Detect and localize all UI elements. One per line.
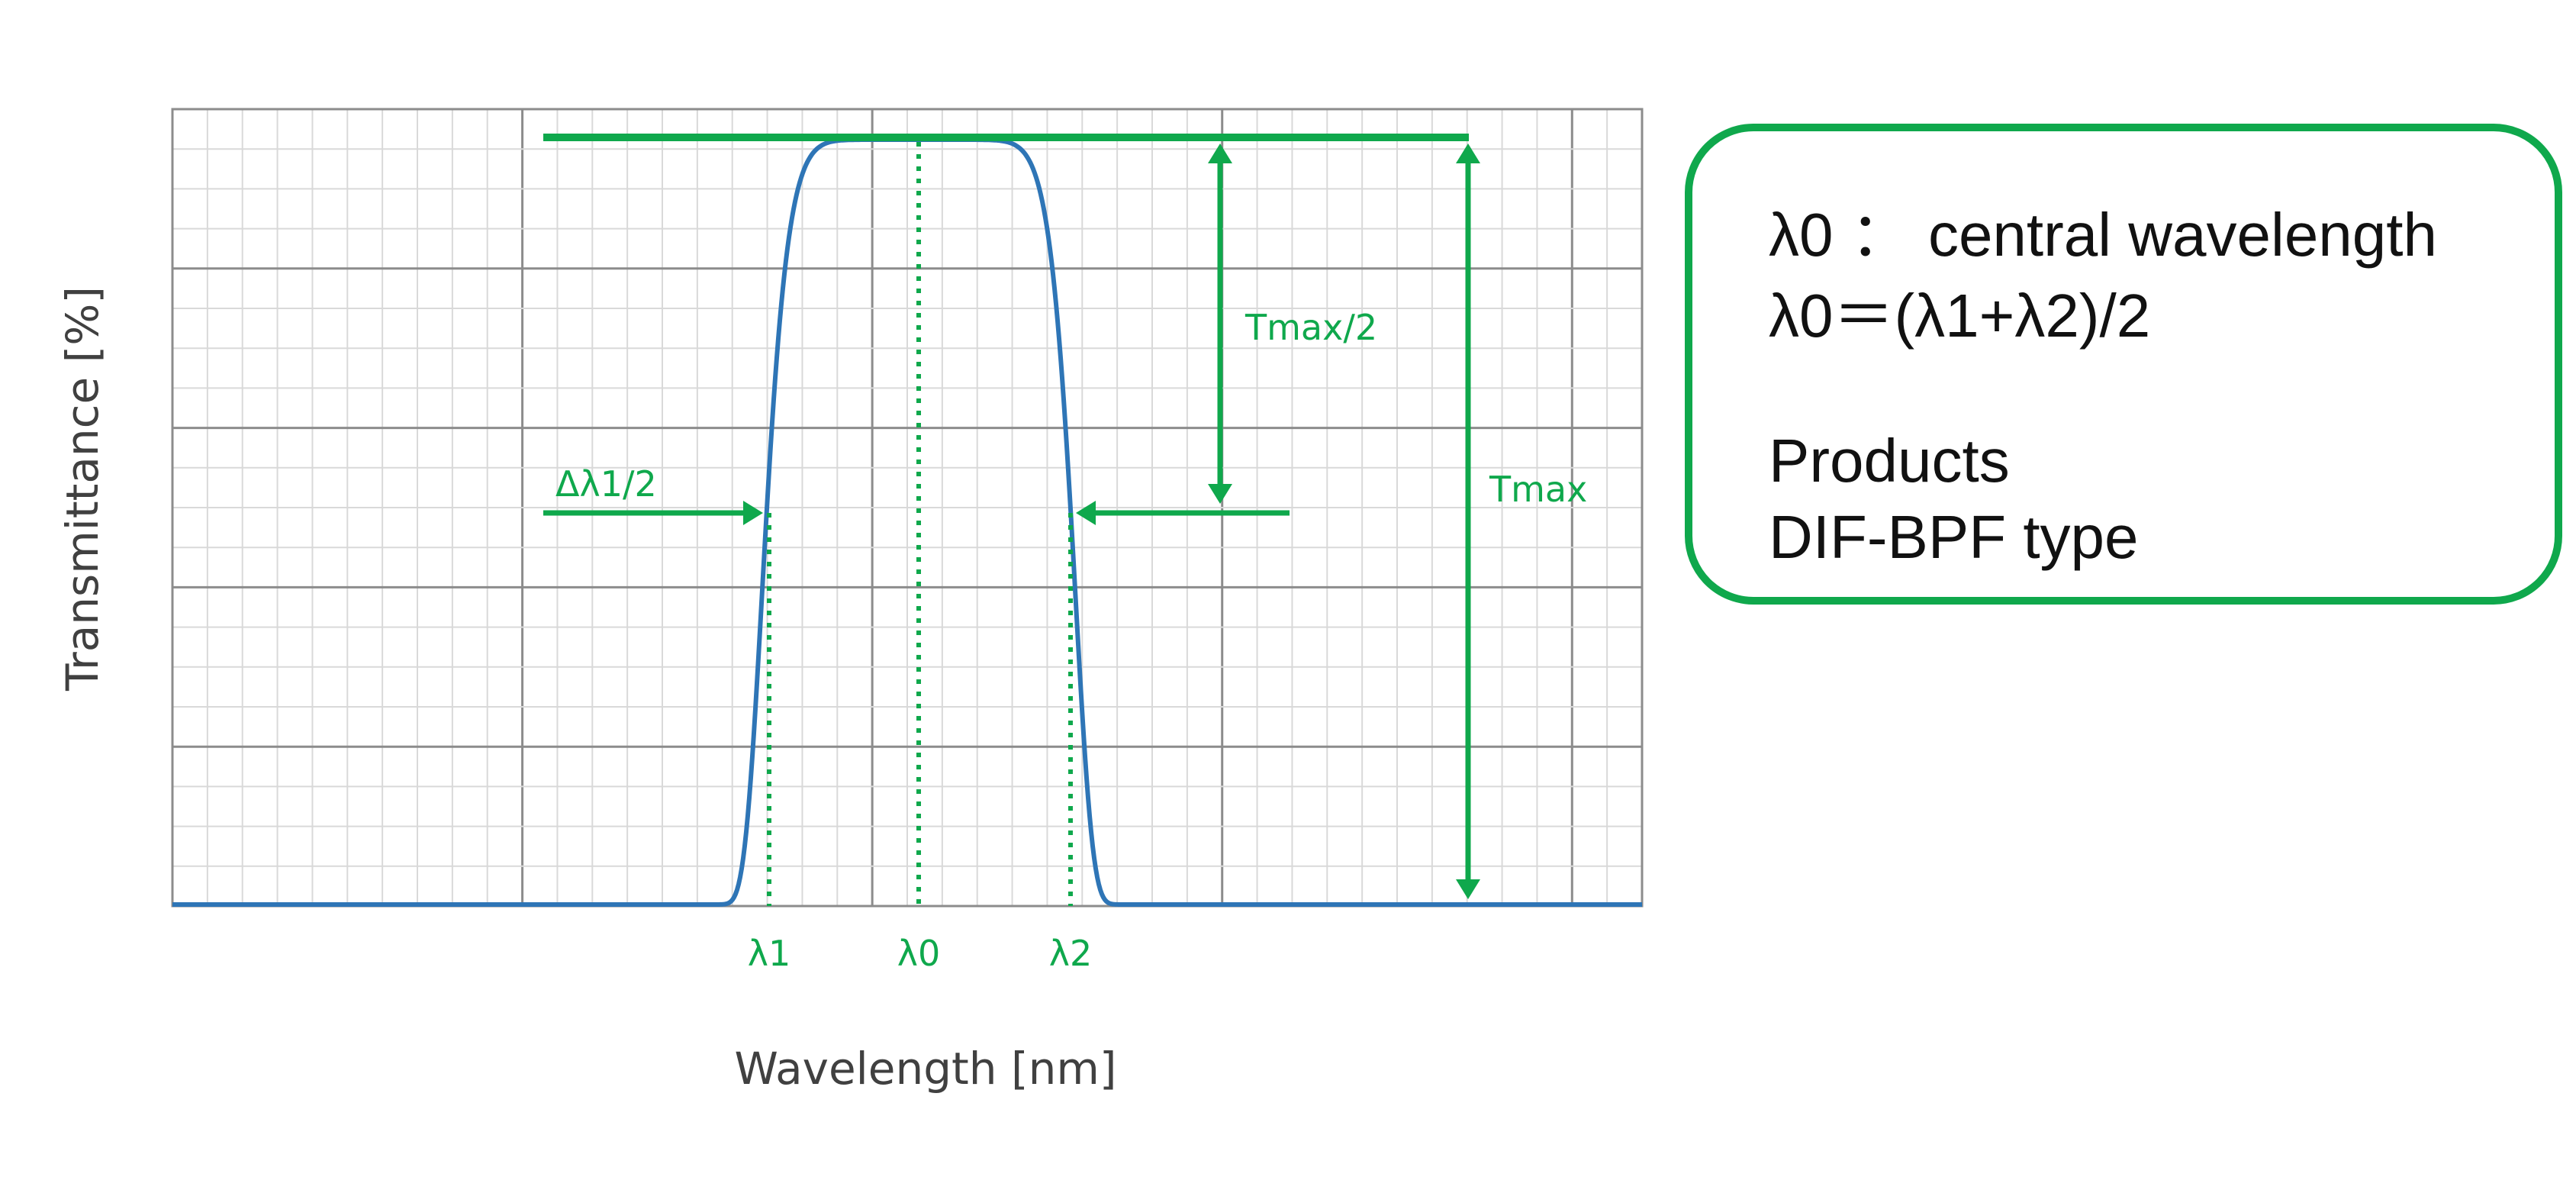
info-central-wavelength: λ0 ： central wavelength <box>1769 201 2438 269</box>
grid <box>171 108 1644 908</box>
tmax-half-arrowhead-top <box>1208 144 1232 163</box>
tick-label-lambda0: λ0 <box>897 933 941 974</box>
annotation-fwhm: Δλ1/2 <box>555 463 657 505</box>
tick-label-lambda2: λ2 <box>1049 933 1093 974</box>
annotation-tmax-half: Tmax/2 <box>1245 307 1377 348</box>
tick-label-lambda1: λ1 <box>748 933 791 974</box>
fwhm-right-arrowhead <box>1076 501 1096 525</box>
info-product-type: DIF-BPF type <box>1769 503 2139 571</box>
info-products-heading: Products <box>1769 427 2010 495</box>
info-box: λ0 ： central wavelength λ0＝(λ1+λ2)/2 Pro… <box>1685 124 2562 605</box>
annotation-layer <box>543 134 1480 906</box>
y-axis-label: Transmittance [%] <box>56 286 108 692</box>
tmax-half-arrowhead-bottom <box>1208 484 1232 504</box>
tmax-arrowhead-top <box>1456 144 1480 163</box>
info-formula: λ0＝(λ1+λ2)/2 <box>1769 282 2151 350</box>
x-axis-label: Wavelength [nm] <box>734 1043 1116 1095</box>
tmax-arrowhead-bottom <box>1456 879 1480 899</box>
fwhm-left-arrowhead <box>743 501 763 525</box>
annotation-tmax: Tmax <box>1489 469 1587 510</box>
plot-frame <box>171 108 1644 908</box>
